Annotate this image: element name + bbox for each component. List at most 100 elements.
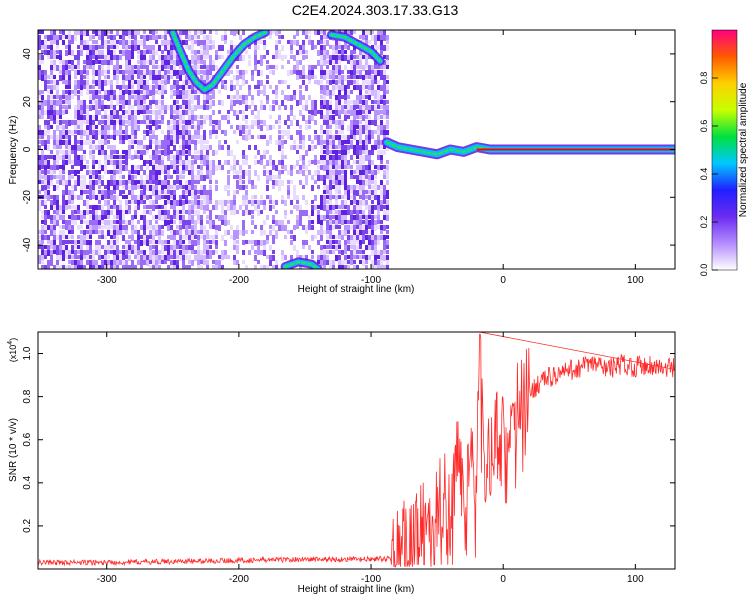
- noise-cell: [170, 55, 173, 60]
- noise-cell: [353, 120, 356, 125]
- noise-cell: [113, 40, 116, 46]
- noise-cell: [68, 70, 71, 76]
- noise-cell: [374, 235, 377, 241]
- noise-cell: [266, 75, 269, 79]
- noise-cell: [212, 240, 215, 244]
- noise-cell: [320, 40, 323, 44]
- noise-cell: [101, 65, 104, 70]
- noise-cell: [362, 250, 365, 254]
- noise-cell: [278, 105, 281, 110]
- noise-cell: [140, 175, 143, 181]
- noise-cell: [104, 70, 107, 74]
- noise-cell: [68, 90, 71, 96]
- noise-cell: [383, 205, 386, 209]
- noise-cell: [98, 160, 101, 165]
- noise-cell: [212, 205, 215, 210]
- noise-cell: [74, 70, 77, 75]
- noise-cell: [134, 200, 137, 204]
- noise-cell: [353, 65, 356, 70]
- noise-cell: [131, 170, 134, 174]
- noise-cell: [218, 200, 221, 205]
- noise-cell: [56, 260, 59, 265]
- noise-cell: [344, 175, 347, 180]
- noise-cell: [107, 225, 110, 230]
- noise-cell: [230, 105, 233, 111]
- noise-cell: [65, 70, 68, 75]
- noise-cell: [191, 140, 194, 144]
- noise-cell: [290, 170, 293, 176]
- y-tick-label: 0.2: [22, 519, 33, 533]
- noise-cell: [317, 135, 320, 140]
- noise-cell: [101, 30, 104, 36]
- noise-cell: [110, 180, 113, 186]
- noise-cell: [338, 225, 341, 229]
- noise-cell: [161, 240, 164, 246]
- noise-cell: [338, 155, 341, 161]
- noise-cell: [137, 120, 140, 124]
- noise-cell: [182, 240, 185, 244]
- noise-cell: [188, 120, 191, 125]
- noise-cell: [152, 265, 155, 269]
- noise-cell: [194, 60, 197, 66]
- noise-cell: [353, 100, 356, 106]
- noise-cell: [143, 260, 146, 265]
- noise-cell: [113, 170, 116, 175]
- noise-cell: [170, 50, 173, 56]
- noise-cell: [122, 85, 125, 89]
- noise-cell: [167, 75, 170, 81]
- noise-cell: [80, 120, 83, 125]
- noise-cell: [338, 255, 341, 261]
- noise-cell: [377, 170, 380, 174]
- noise-cell: [161, 60, 164, 66]
- noise-cell: [107, 240, 110, 246]
- noise-cell: [383, 115, 386, 119]
- noise-cell: [311, 65, 314, 71]
- noise-cell: [101, 145, 104, 151]
- noise-cell: [122, 40, 125, 45]
- noise-cell: [170, 115, 173, 119]
- noise-cell: [173, 55, 176, 59]
- noise-cell: [224, 40, 227, 44]
- noise-cell: [386, 120, 389, 125]
- noise-cell: [44, 220, 47, 225]
- noise-cell: [368, 40, 371, 44]
- noise-cell: [275, 265, 278, 269]
- noise-cell: [170, 190, 173, 196]
- noise-cell: [182, 160, 185, 165]
- noise-cell: [158, 100, 161, 104]
- noise-cell: [311, 185, 314, 191]
- noise-cell: [383, 150, 386, 155]
- noise-cell: [311, 100, 314, 105]
- noise-cell: [107, 205, 110, 211]
- noise-cell: [371, 150, 374, 155]
- noise-cell: [176, 85, 179, 91]
- noise-cell: [86, 115, 89, 120]
- colorbar-label: Normalized spectral amplitude: [738, 82, 749, 217]
- noise-cell: [320, 125, 323, 131]
- noise-cell: [170, 235, 173, 240]
- noise-cell: [224, 80, 227, 84]
- noise-cell: [77, 145, 80, 151]
- noise-cell: [365, 65, 368, 69]
- noise-cell: [326, 240, 329, 244]
- noise-cell: [92, 170, 95, 175]
- noise-cell: [92, 230, 95, 234]
- noise-cell: [194, 225, 197, 231]
- noise-cell: [95, 55, 98, 60]
- noise-cell: [173, 235, 176, 240]
- noise-cell: [38, 30, 41, 34]
- noise-cell: [197, 265, 200, 269]
- noise-cell: [239, 165, 242, 170]
- noise-cell: [194, 210, 197, 216]
- noise-cell: [254, 65, 257, 71]
- noise-cell: [113, 75, 116, 80]
- noise-cell: [368, 235, 371, 241]
- noise-cell: [218, 145, 221, 150]
- noise-cell: [263, 105, 266, 110]
- noise-cell: [341, 105, 344, 111]
- noise-cell: [233, 195, 236, 200]
- noise-cell: [125, 60, 128, 66]
- noise-cell: [167, 215, 170, 219]
- noise-cell: [344, 135, 347, 140]
- noise-cell: [203, 65, 206, 69]
